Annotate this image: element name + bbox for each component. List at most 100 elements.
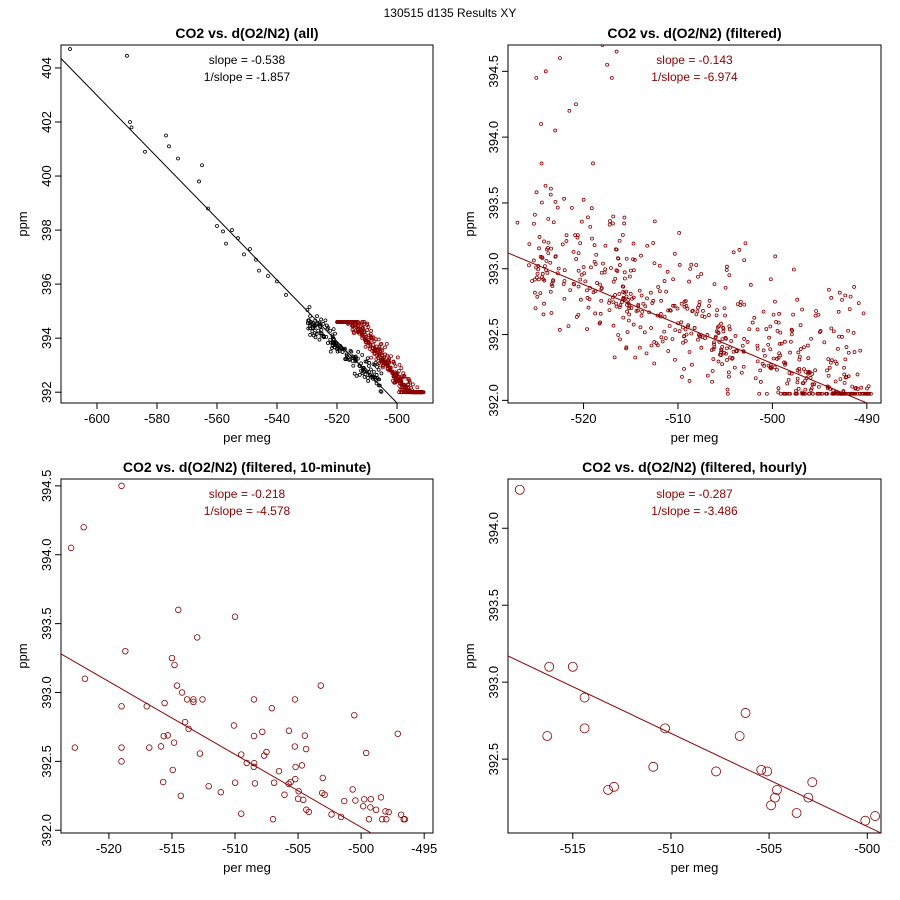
data-point [627,312,632,317]
points-layer [515,45,873,396]
data-point [707,298,712,303]
data-point [170,739,178,746]
data-point [312,326,317,331]
y-tick-label: 393.0 [486,252,501,285]
data-point [542,239,546,244]
data-point [595,281,599,285]
data-point [855,387,860,391]
data-point [761,309,766,314]
data-point [415,385,420,390]
data-point [667,308,672,313]
data-point [598,311,603,316]
x-tick-label: -580 [144,411,170,426]
y-tick-label: 392.5 [39,745,54,778]
data-point [795,297,800,302]
data-point [639,313,644,318]
data-point [712,342,717,347]
data-point [346,321,351,326]
data-point [402,374,407,379]
data-point [800,307,805,312]
data-point [546,251,551,256]
data-point [366,339,370,344]
data-point [853,386,858,391]
slope-annotation: slope = -0.538 [209,53,286,67]
data-point [359,803,367,810]
data-point [260,752,268,759]
data-point [815,391,820,396]
data-point [376,367,381,372]
data-point [594,252,599,257]
data-point [532,290,537,295]
y-tick-label: 392.5 [486,743,501,776]
data-point [783,339,787,344]
data-point [627,306,631,311]
data-point [725,264,729,269]
data-point [394,730,401,737]
y-tick-label: 400 [39,165,54,187]
data-point [768,324,773,329]
data-point [672,251,677,256]
data-point [843,357,848,362]
data-point [571,282,576,286]
data-point [190,698,197,706]
data-point [369,338,374,343]
data-point [592,259,597,264]
data-point [727,324,732,329]
data-point [773,254,778,259]
data-point [639,253,643,258]
data-point [719,321,723,326]
data-point [367,333,371,338]
data-point [558,56,562,61]
data-point [371,369,376,374]
data-point [750,320,755,325]
y-tick-label: 393.0 [486,666,501,699]
data-point [689,331,694,336]
data-point [579,692,590,703]
data-point [531,258,536,263]
data-point [402,384,407,389]
data-point [347,358,352,362]
data-point [617,292,622,296]
data-point [761,348,766,353]
data-point [380,365,385,370]
data-point [677,230,682,235]
data-point [842,365,846,370]
data-point [788,350,792,355]
data-point [409,385,413,390]
data-point [671,277,676,282]
data-point [659,335,664,340]
data-point [171,661,178,669]
data-point [575,235,580,240]
data-point [585,288,589,293]
data-point [666,349,671,353]
data-point [545,270,550,275]
data-point [588,265,593,270]
data-point [173,682,181,689]
data-point [355,326,360,331]
data-point [328,337,333,342]
data-point [291,743,299,750]
y-tick-label: 396 [39,273,54,295]
data-point [546,216,551,221]
data-point [579,272,584,277]
data-point [553,254,558,259]
data-point [259,728,266,736]
x-axis-label: per meg [671,430,719,445]
data-point [571,249,576,254]
data-point [306,326,311,331]
data-point [705,373,710,378]
slope-annotation: slope = -0.287 [656,487,733,501]
data-point [357,372,362,377]
data-point [551,220,556,225]
panel-10-minute: CO2 vs. d(O2/N2) (filtered, 10-minute) -5… [15,459,437,875]
data-point [128,120,132,124]
data-point [250,760,258,767]
data-point [639,293,644,298]
x-tick-label: -490 [854,411,880,426]
y-tick-label: 394.0 [486,121,501,154]
data-point [601,261,605,266]
data-point [598,320,603,325]
data-point [205,783,212,790]
data-point [652,219,657,224]
data-point [548,186,553,191]
